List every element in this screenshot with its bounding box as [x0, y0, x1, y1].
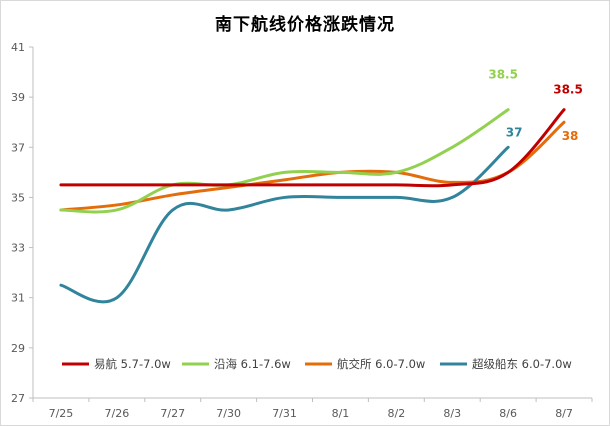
x-tick-label: 8/7 — [555, 407, 573, 420]
series-line — [59, 108, 510, 214]
y-axis-tick-labels: 27 29 31 33 35 37 39 41 — [11, 41, 25, 405]
y-tick-label: 33 — [11, 242, 25, 255]
legend-label: 易航 5.7-7.0w — [94, 357, 171, 371]
x-tick-label: 8/1 — [332, 407, 350, 420]
y-tick-label: 37 — [11, 141, 25, 154]
series-line — [59, 145, 510, 304]
series-end-label: 37 — [506, 125, 523, 139]
x-tick-label: 7/26 — [104, 407, 129, 420]
y-tick-label: 27 — [11, 392, 25, 405]
chart-legend: 易航 5.7-7.0w 沿海 6.1-7.6w 航交所 6.0-7.0w 超级船东 6… — [62, 357, 572, 371]
y-tick-label: 31 — [11, 292, 25, 305]
x-tick-label: 7/30 — [216, 407, 241, 420]
series-end-label: 38 — [562, 129, 579, 143]
y-tick-label: 29 — [11, 342, 25, 355]
x-tick-label: 7/31 — [272, 407, 297, 420]
legend-label: 沿海 6.1-7.6w — [214, 357, 291, 371]
x-tick-label: 7/27 — [160, 407, 185, 420]
series-lines — [59, 108, 566, 304]
y-tick-label: 41 — [11, 41, 25, 54]
series-end-labels: 38.5 38.5 38 37 — [488, 68, 583, 144]
series-end-label: 38.5 — [553, 83, 583, 97]
chart-title: 南下航线价格涨跌情况 — [215, 15, 395, 35]
series-end-label: 38.5 — [488, 68, 518, 82]
series-line — [59, 108, 566, 188]
y-tick-label: 39 — [11, 91, 25, 104]
chart-axes — [29, 46, 593, 402]
x-tick-label: 7/25 — [49, 407, 74, 420]
x-tick-label: 8/2 — [387, 407, 405, 420]
legend-label: 超级船东 6.0-7.0w — [472, 357, 572, 371]
y-tick-label: 35 — [11, 191, 25, 204]
x-axis-tick-labels: 7/25 7/26 7/27 7/30 7/31 8/1 8/2 8/3 8/6 8/7 — [49, 407, 573, 420]
legend-label: 航交所 6.0-7.0w — [337, 357, 425, 371]
x-tick-label: 8/3 — [443, 407, 461, 420]
x-tick-label: 8/6 — [499, 407, 517, 420]
